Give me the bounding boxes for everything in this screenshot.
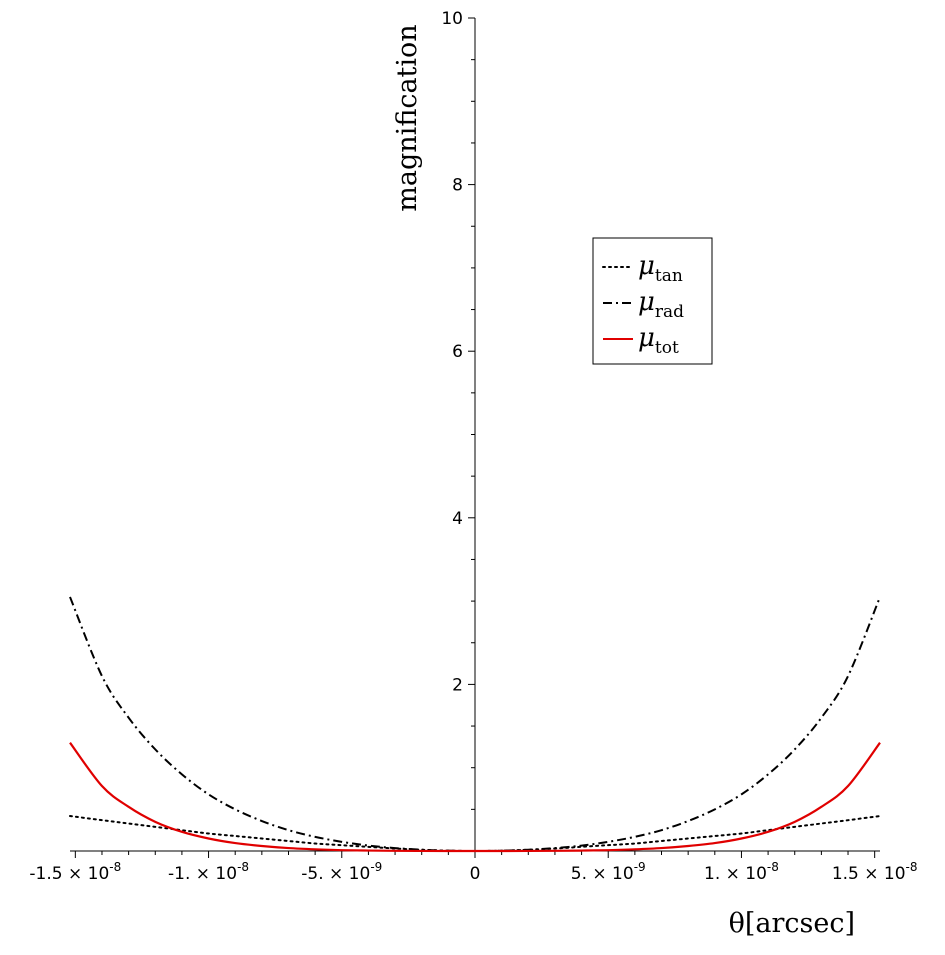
plot-curves xyxy=(69,596,881,853)
legend-label-tot: μtot xyxy=(638,323,679,358)
x-tick-label: -5. × 10-9 xyxy=(301,860,382,884)
series-tot-line xyxy=(69,742,881,853)
x-tick-label: -1.5 × 10-8 xyxy=(29,860,121,884)
series-tan-line xyxy=(69,815,881,853)
legend-label-tan: μtan xyxy=(638,251,683,286)
tick-labels: 2 4 6 8 10 -1.5 × 10-8 -1. × 10-8 -5. × 10-9 0 5.… xyxy=(29,9,917,884)
x-tick-label: 1. × 10-8 xyxy=(704,860,779,884)
y-tick-label: 6 xyxy=(452,342,463,362)
legend-label-rad: μrad xyxy=(638,287,684,322)
axes xyxy=(70,17,880,858)
x-tick-label: -1. × 10-8 xyxy=(168,860,249,884)
y-tick-label: 2 xyxy=(452,675,463,695)
x-tick-label: 5. × 10-9 xyxy=(571,860,646,884)
legend-box xyxy=(592,237,713,365)
y-tick-label: 4 xyxy=(452,509,463,529)
x-tick-label: 0 xyxy=(470,864,481,884)
y-tick-label: 10 xyxy=(441,9,463,29)
series-rad-line xyxy=(69,596,881,853)
x-axis-label: θ[arcsec] xyxy=(729,908,855,939)
y-axis-label: magnification xyxy=(392,24,423,211)
x-tick-label: 1.5 × 10-8 xyxy=(832,860,918,884)
y-tick-label: 8 xyxy=(452,176,463,196)
